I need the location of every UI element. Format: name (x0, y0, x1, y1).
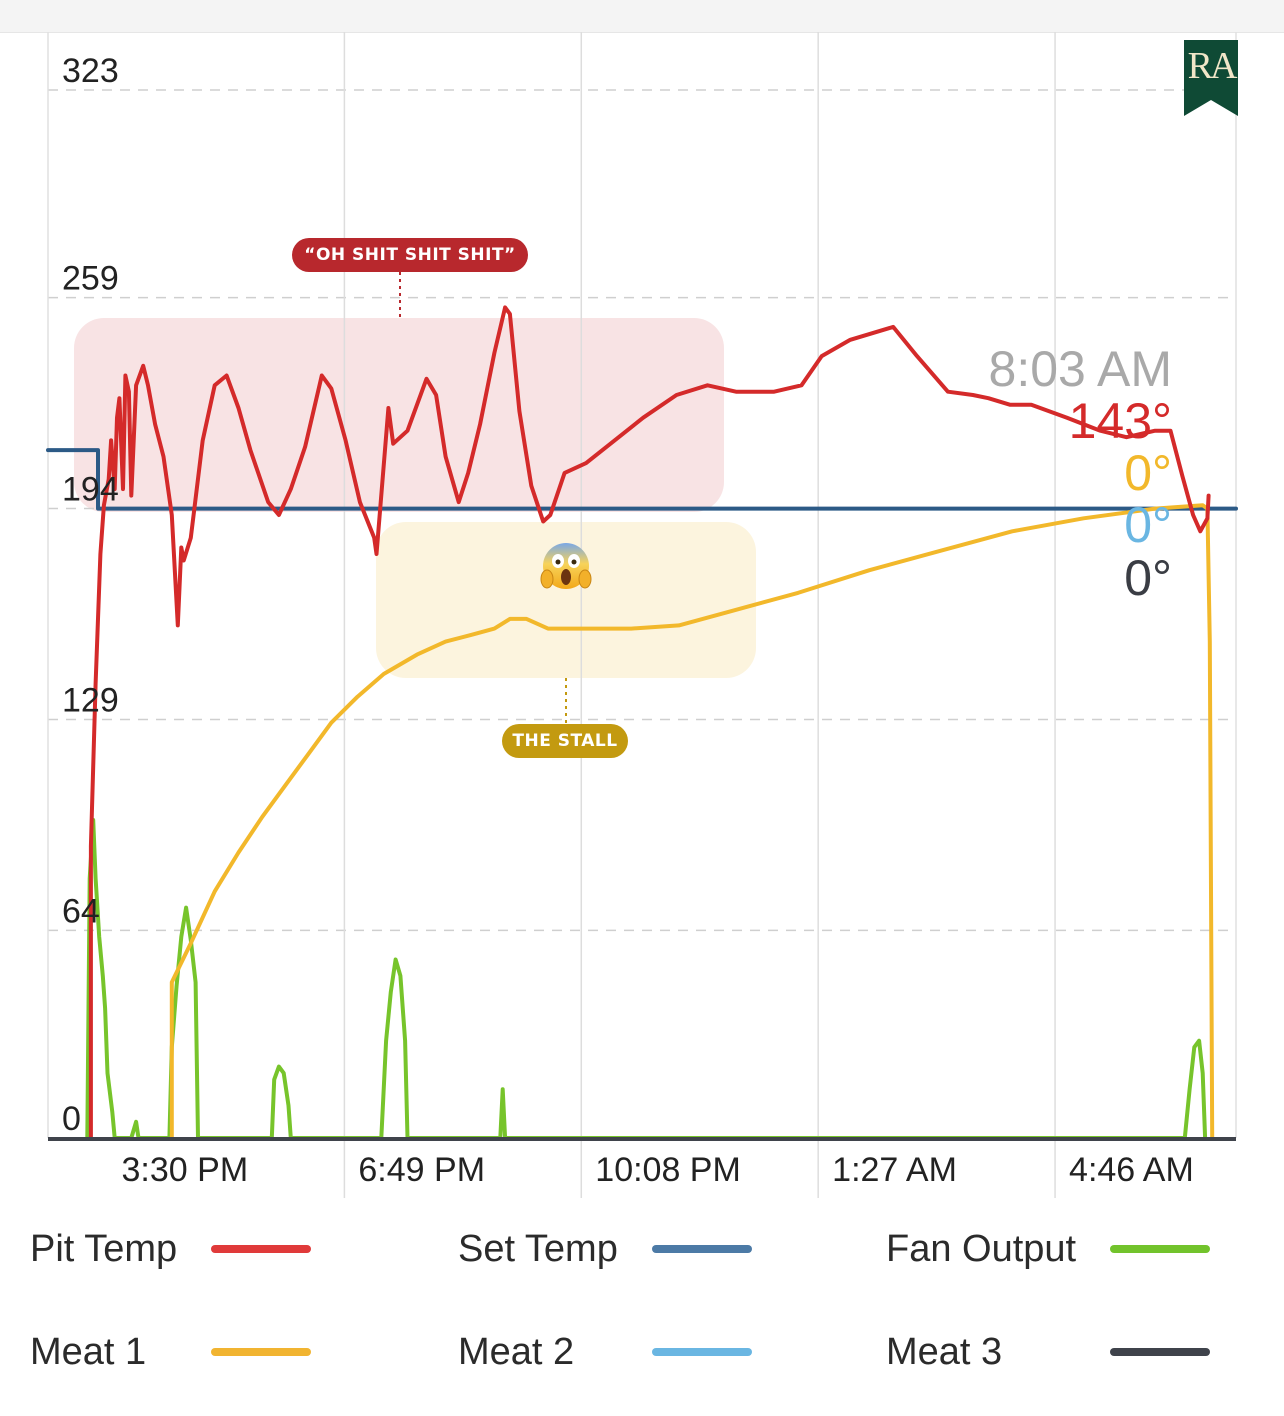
highlight-box-stall (376, 522, 756, 678)
cursor-readout-meat2: 0° (1124, 497, 1172, 553)
tick-labels: 323 259 194 129 64 0 3:30 PM 6:49 PM 10:08 PM 1:2… (62, 52, 1194, 1189)
logo-text: RA (1187, 45, 1238, 87)
y-tick-label: 323 (62, 52, 119, 90)
legend-item-set-temp: Set Temp (458, 1219, 618, 1279)
y-tick-label: 0 (62, 1100, 81, 1138)
legend-item-meat-1: Meat 1 (30, 1322, 146, 1382)
annotation-leaders (399, 272, 567, 724)
x-tick-label: 1:27 AM (832, 1151, 957, 1189)
annotation-badge-panic: “OH SHIT SHIT SHIT” (292, 238, 528, 272)
annotation-highlights (74, 318, 756, 678)
legend-swatch-fan-output (1110, 1245, 1210, 1253)
legend-item-fan-output: Fan Output (886, 1219, 1076, 1279)
legend-swatch-meat-2 (652, 1348, 752, 1356)
x-tick-label: 6:49 PM (358, 1151, 485, 1189)
top-bar (0, 0, 1284, 33)
cursor-readout-meat1: 0° (1124, 445, 1172, 501)
legend-label: Meat 2 (458, 1330, 575, 1373)
y-tick-label: 64 (62, 892, 100, 930)
series-line-set (46, 448, 1238, 511)
series-line-meat1 (169, 503, 1215, 1140)
legend: Pit Temp Set Temp Fan Output Meat 1 Meat… (0, 1200, 1284, 1416)
cursor-readout-meat3: 0° (1124, 550, 1172, 606)
series-line-pit (88, 305, 1211, 1140)
legend-swatch-set-temp (652, 1245, 752, 1253)
x-tick-label: 4:46 AM (1069, 1151, 1194, 1189)
y-tick-label: 129 (62, 681, 119, 719)
annotation-badge-stall: THE STALL (502, 724, 628, 758)
legend-label: Meat 1 (30, 1330, 147, 1373)
screaming-face-emoji (540, 543, 592, 589)
legend-label: Set Temp (458, 1227, 618, 1270)
legend-swatch-pit-temp (211, 1245, 311, 1253)
legend-item-meat-2: Meat 2 (458, 1322, 574, 1382)
y-tick-label: 259 (62, 260, 119, 298)
x-tick-label: 10:08 PM (595, 1151, 741, 1189)
legend-label: Meat 3 (886, 1330, 1003, 1373)
legend-swatch-meat-3 (1110, 1348, 1210, 1356)
legend-label: Fan Output (886, 1227, 1077, 1270)
highlight-box-panic (74, 318, 724, 512)
legend-item-meat-3: Meat 3 (886, 1322, 1002, 1382)
grid (47, 32, 1237, 1198)
ra-logo: RA (1184, 40, 1238, 116)
legend-item-pit-temp: Pit Temp (30, 1219, 177, 1279)
x-tick-label: 3:30 PM (122, 1151, 249, 1189)
series-line-fan (85, 818, 1208, 1140)
cursor-time-label: 8:03 AM (989, 341, 1172, 397)
legend-swatch-meat-1 (211, 1348, 311, 1356)
cursor-readout-pit: 143° (1069, 393, 1172, 449)
legend-label: Pit Temp (30, 1227, 178, 1270)
y-tick-label: 194 (62, 471, 119, 509)
